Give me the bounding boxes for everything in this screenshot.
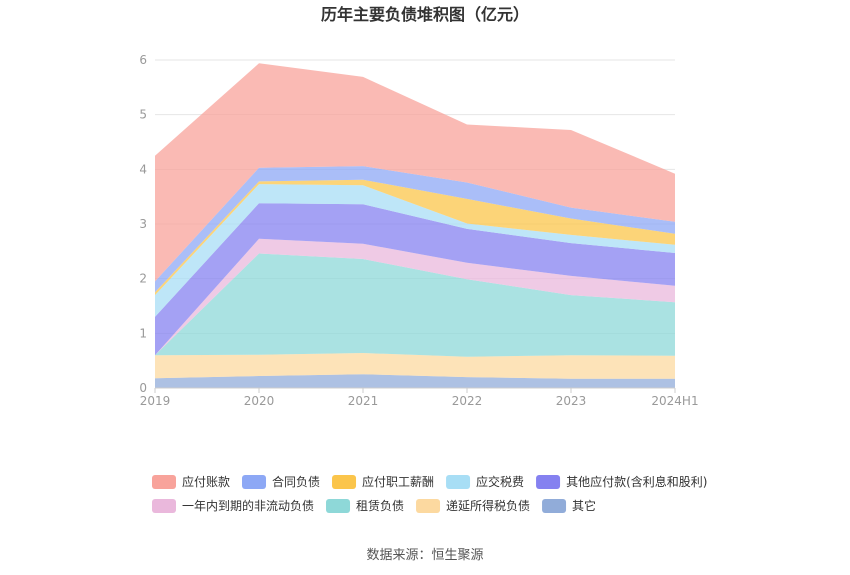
x-axis: 2019 2020 2021 2022 2023 2024H1 xyxy=(140,387,699,408)
legend-swatch xyxy=(326,499,351,513)
legend-swatch xyxy=(242,475,267,489)
chart-title: 历年主要负债堆积图（亿元） xyxy=(321,5,529,24)
legend-item[interactable]: 其它 xyxy=(542,498,596,513)
legend-label: 应付职工薪酬 xyxy=(362,474,434,489)
x-tick-label: 2022 xyxy=(452,394,483,408)
y-tick-label: 5 xyxy=(139,108,147,122)
legend-item[interactable]: 合同负债 xyxy=(242,474,320,489)
data-source: 数据来源：恒生聚源 xyxy=(366,548,483,563)
legend-swatch xyxy=(332,475,357,489)
area-应交税费 xyxy=(155,184,675,317)
y-tick-label: 3 xyxy=(139,217,147,231)
y-tick-label: 4 xyxy=(139,162,147,176)
legend-swatch xyxy=(152,475,176,489)
area-一年内到期的非流动负债 xyxy=(155,238,675,356)
legend-item[interactable]: 租赁负债 xyxy=(326,499,404,513)
legend-item[interactable]: 应付职工薪酬 xyxy=(332,474,434,489)
legend-swatch xyxy=(542,499,567,513)
legend-label: 应交税费 xyxy=(476,474,524,489)
legend-label: 应付账款 xyxy=(182,474,230,489)
legend-item[interactable]: 一年内到期的非流动负债 xyxy=(152,498,314,513)
legend-label: 一年内到期的非流动负债 xyxy=(182,498,314,513)
y-tick-label: 1 xyxy=(139,326,147,340)
y-tick-label: 0 xyxy=(139,381,147,395)
area-其他应付款(含利息和股利) xyxy=(155,203,675,356)
legend-label: 其他应付款(含利息和股利) xyxy=(566,474,707,489)
legend: 应付账款 合同负债 应付职工薪酬 应交税费 其他应付款(含利息和股利) 一年内到期的非流动… xyxy=(152,474,707,513)
area-应付职工薪酬 xyxy=(155,179,675,296)
y-tick-label: 2 xyxy=(139,272,147,286)
x-tick-label: 2024H1 xyxy=(651,394,698,408)
area-递延所得税负债 xyxy=(155,353,675,379)
legend-label: 其它 xyxy=(572,498,596,513)
x-tick-label: 2021 xyxy=(348,394,379,408)
legend-swatch xyxy=(446,475,471,489)
legend-item[interactable]: 应付账款 xyxy=(152,474,230,489)
area-其它 xyxy=(155,374,675,388)
legend-swatch xyxy=(536,475,561,489)
legend-swatch xyxy=(416,499,441,513)
x-tick-label: 2020 xyxy=(244,394,275,408)
legend-label: 租赁负债 xyxy=(356,499,404,513)
legend-label: 合同负债 xyxy=(272,474,320,489)
legend-item[interactable]: 应交税费 xyxy=(446,474,524,489)
legend-item[interactable]: 递延所得税负债 xyxy=(416,498,530,513)
legend-label: 递延所得税负债 xyxy=(446,498,530,513)
area-应付账款 xyxy=(155,63,675,282)
area-租赁负债 xyxy=(155,253,675,357)
legend-swatch xyxy=(152,499,176,513)
stacked-areas xyxy=(155,63,675,388)
legend-item[interactable]: 其他应付款(含利息和股利) xyxy=(536,474,707,489)
x-tick-label: 2023 xyxy=(556,394,587,408)
y-tick-label: 6 xyxy=(139,53,147,67)
y-axis: 0 1 2 3 4 5 6 xyxy=(139,53,147,395)
x-tick-label: 2019 xyxy=(140,394,171,408)
